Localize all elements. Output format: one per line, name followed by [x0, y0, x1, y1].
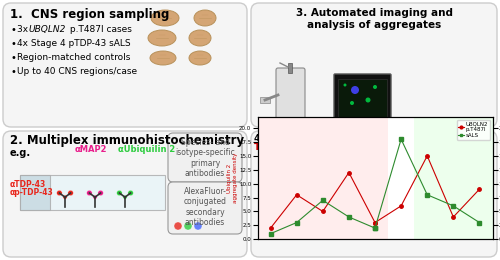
- Circle shape: [86, 190, 92, 196]
- Text: 4. Differential p.T487I ubiquilin 2 vs.: 4. Differential p.T487I ubiquilin 2 vs.: [254, 134, 442, 143]
- Circle shape: [373, 85, 377, 89]
- Text: Up to 40 CNS regions/case: Up to 40 CNS regions/case: [17, 67, 137, 76]
- Ellipse shape: [150, 51, 176, 65]
- Circle shape: [366, 98, 370, 102]
- Circle shape: [128, 190, 134, 196]
- Circle shape: [174, 222, 182, 230]
- FancyBboxPatch shape: [276, 68, 305, 122]
- Text: 3. Automated imaging and: 3. Automated imaging and: [296, 8, 452, 18]
- Circle shape: [68, 190, 73, 196]
- Text: 1.  CNS region sampling: 1. CNS region sampling: [10, 8, 170, 21]
- Text: analysis of aggregates: analysis of aggregates: [307, 20, 441, 30]
- Text: 4x Stage 4 pTDP-43 sALS: 4x Stage 4 pTDP-43 sALS: [17, 39, 130, 48]
- Circle shape: [344, 83, 346, 87]
- Text: 2. Multiplex immunohistochemistry: 2. Multiplex immunohistochemistry: [10, 134, 244, 147]
- Text: p.T487I cases: p.T487I cases: [67, 25, 132, 34]
- Ellipse shape: [194, 10, 216, 26]
- Circle shape: [123, 195, 127, 199]
- Text: aggregate distribution: aggregate distribution: [298, 143, 416, 152]
- Circle shape: [98, 190, 103, 196]
- FancyBboxPatch shape: [338, 79, 387, 117]
- Circle shape: [93, 195, 97, 199]
- Legend: UBQLN2
p.T487I, sALS: UBQLN2 p.T487I, sALS: [456, 120, 490, 140]
- Circle shape: [63, 195, 67, 199]
- FancyBboxPatch shape: [20, 175, 50, 210]
- FancyBboxPatch shape: [3, 3, 247, 127]
- FancyBboxPatch shape: [251, 3, 497, 127]
- FancyBboxPatch shape: [3, 131, 247, 257]
- Text: e.g.: e.g.: [10, 148, 31, 158]
- Text: Region-matched controls: Region-matched controls: [17, 53, 130, 62]
- Ellipse shape: [189, 51, 211, 65]
- Y-axis label: Ubiquilin 2
aggregate density: Ubiquilin 2 aggregate density: [227, 153, 237, 203]
- FancyBboxPatch shape: [168, 133, 242, 182]
- Ellipse shape: [189, 30, 211, 46]
- Circle shape: [351, 86, 359, 94]
- Text: 3x: 3x: [17, 25, 31, 34]
- Ellipse shape: [151, 10, 179, 26]
- FancyBboxPatch shape: [334, 74, 391, 121]
- FancyBboxPatch shape: [251, 131, 497, 257]
- Bar: [414, 117, 500, 239]
- Text: AlexaFluor-
conjugated
secondary
antibodies: AlexaFluor- conjugated secondary antibod…: [184, 187, 226, 227]
- Circle shape: [194, 222, 202, 230]
- Circle shape: [184, 222, 192, 230]
- Text: UBQLN2: UBQLN2: [28, 25, 66, 34]
- Text: •: •: [10, 53, 16, 63]
- Text: αTDP-43: αTDP-43: [10, 180, 46, 189]
- Bar: [288, 63, 292, 73]
- Text: •: •: [10, 67, 16, 77]
- Bar: [287, 117, 293, 125]
- FancyBboxPatch shape: [20, 175, 165, 210]
- Text: •: •: [10, 39, 16, 49]
- Text: αp-TDP-43: αp-TDP-43: [10, 188, 54, 197]
- Text: •: •: [10, 25, 16, 35]
- Text: TDP-43: TDP-43: [254, 143, 290, 152]
- Text: Species- and
isotype-specific
primary
antibodies: Species- and isotype-specific primary an…: [175, 138, 235, 178]
- Bar: [270, 124, 310, 130]
- Bar: [348, 124, 372, 127]
- Ellipse shape: [148, 30, 176, 46]
- Text: αUbiquilin 2: αUbiquilin 2: [118, 145, 176, 154]
- Text: αMAP2: αMAP2: [75, 145, 108, 154]
- FancyBboxPatch shape: [168, 182, 242, 234]
- Circle shape: [350, 101, 354, 105]
- Circle shape: [116, 190, 122, 196]
- Bar: [260, 97, 270, 103]
- Circle shape: [56, 190, 62, 196]
- Bar: [357, 117, 363, 125]
- Bar: [258, 117, 388, 239]
